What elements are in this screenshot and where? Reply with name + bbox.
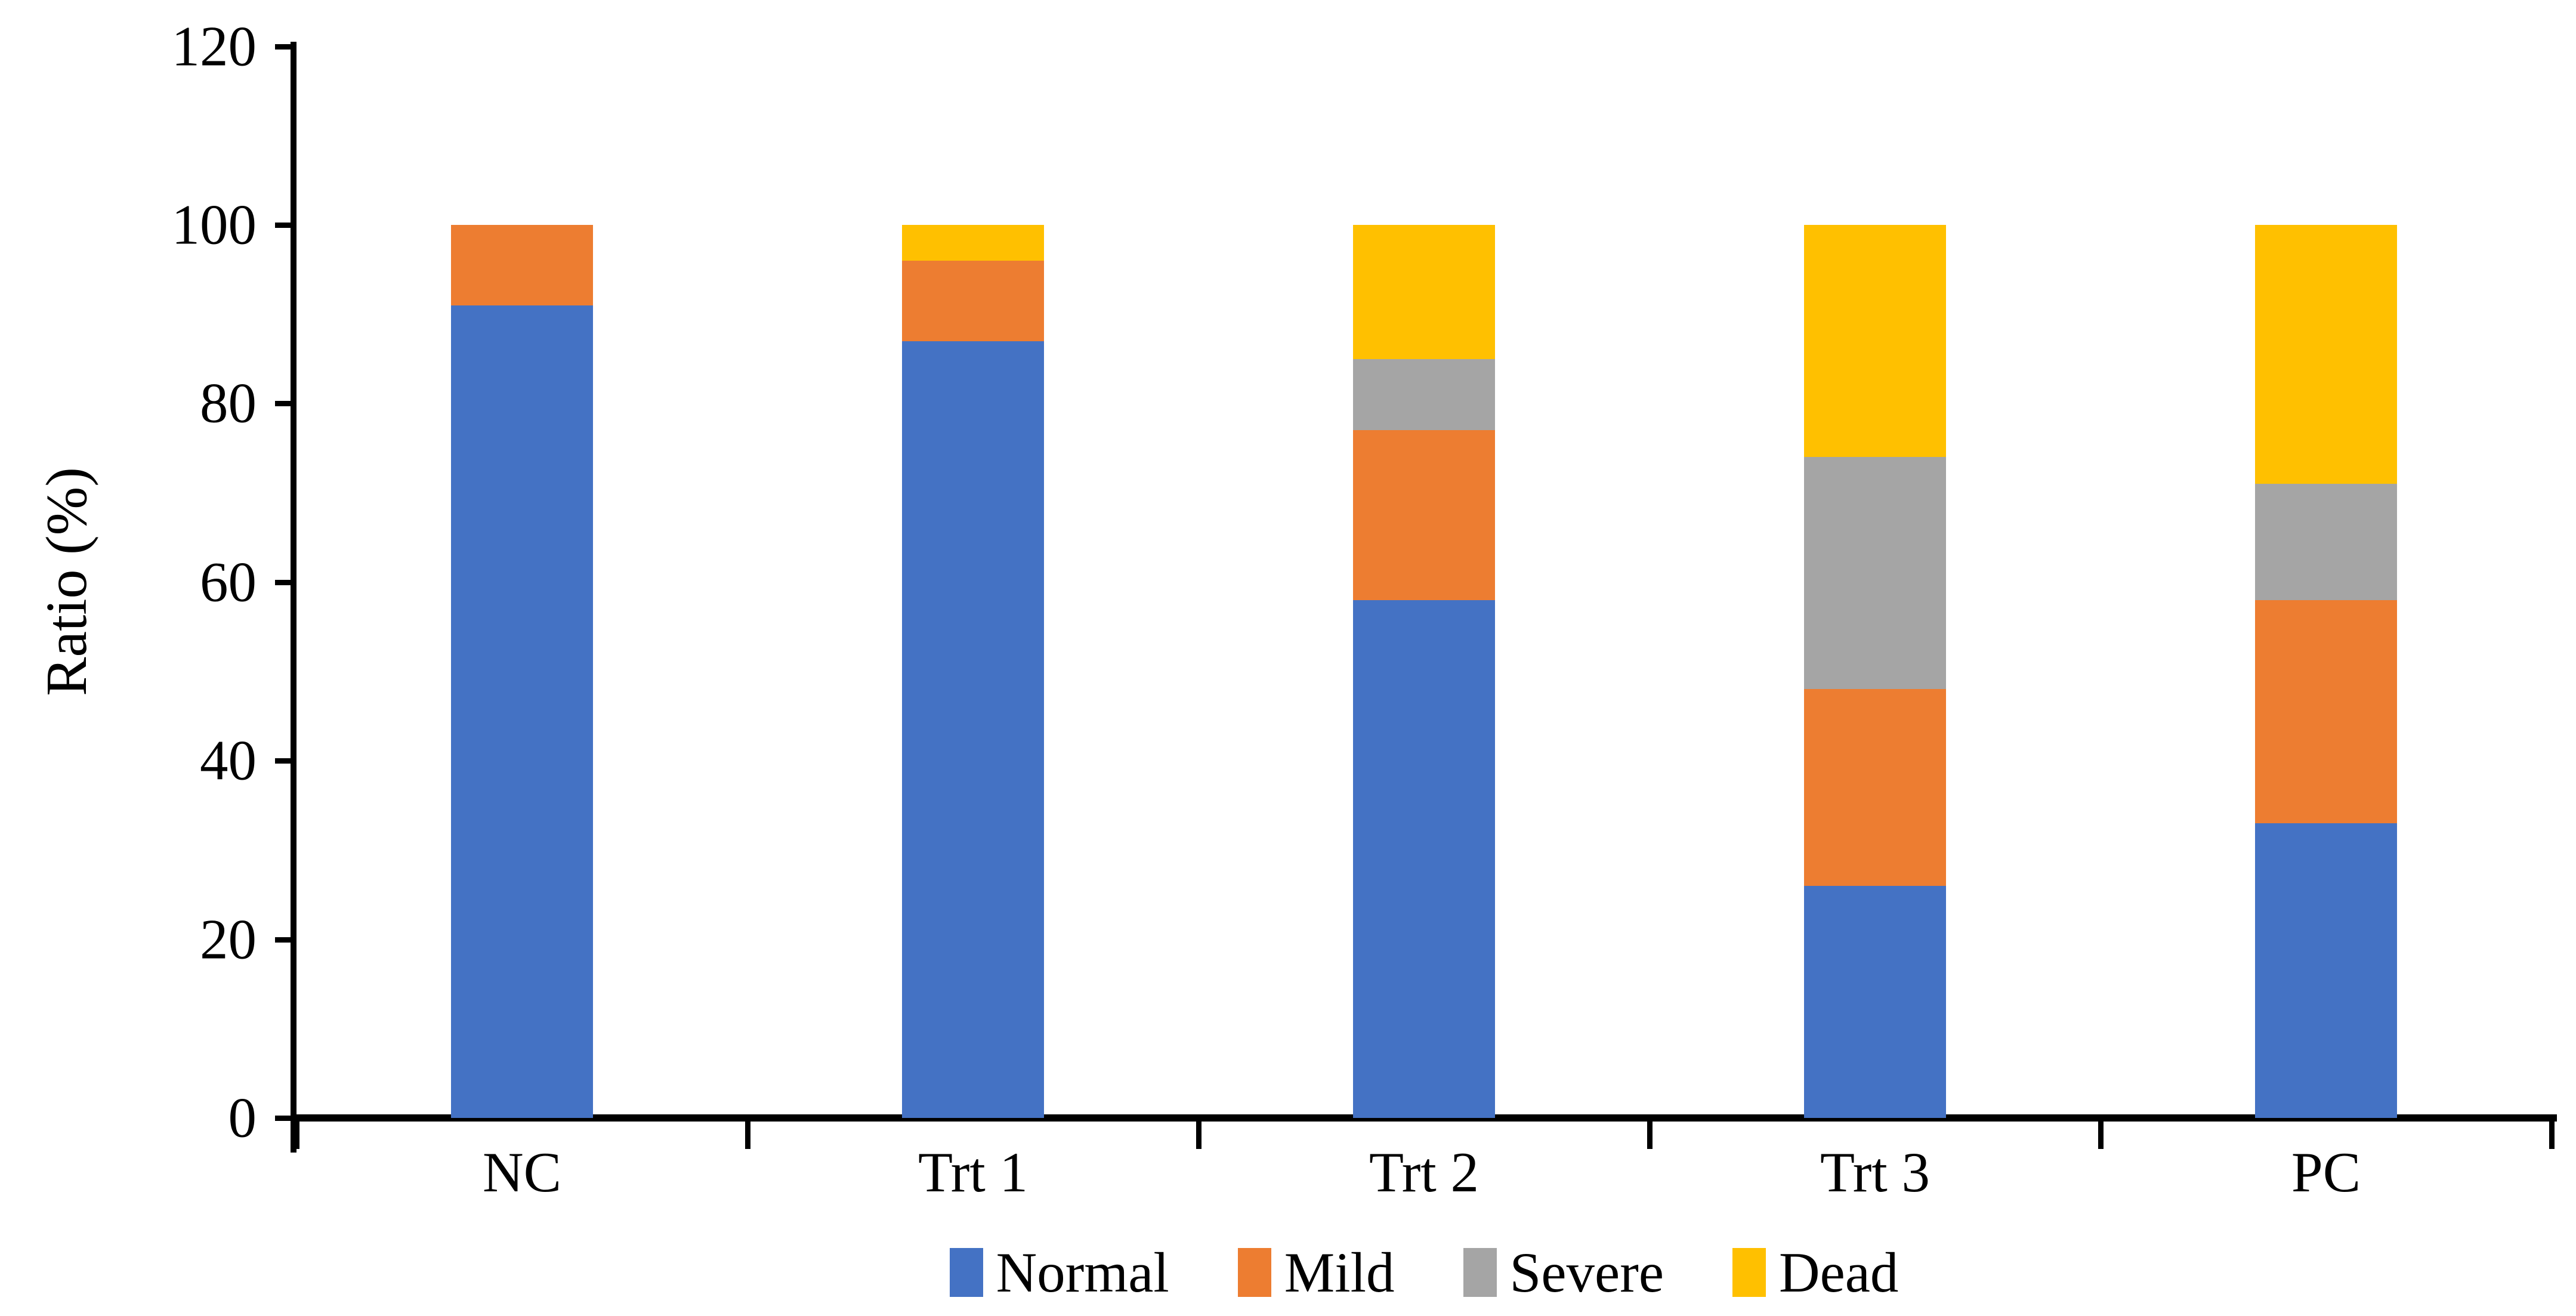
x-tick-4 [2098, 1118, 2104, 1149]
legend-label-normal: Normal [996, 1241, 1169, 1304]
bar-segment-trt-1-dead [902, 225, 1044, 261]
bar-segment-trt-2-normal [1353, 600, 1495, 1118]
bar-segment-trt-2-severe [1353, 359, 1495, 431]
legend-label-severe: Severe [1509, 1241, 1664, 1304]
bar-segment-pc-mild [2255, 600, 2397, 823]
legend-item-dead: Dead [1732, 1240, 1898, 1305]
x-axis-line [291, 1114, 2557, 1122]
bar-nc [451, 0, 593, 1118]
bar-segment-nc-normal [451, 305, 593, 1118]
y-tick-120 [275, 44, 291, 50]
legend-item-normal: Normal [949, 1240, 1169, 1305]
legend-marker-mild [1237, 1248, 1271, 1297]
bar-pc [2255, 0, 2397, 1118]
x-tick-3 [1647, 1118, 1653, 1149]
y-tick-label-80: 80 [200, 371, 257, 435]
y-tick-40 [275, 758, 291, 764]
y-tick-label-60: 60 [200, 550, 257, 614]
y-tick-100 [275, 223, 291, 228]
bar-segment-trt-1-mild [902, 260, 1044, 341]
y-tick-80 [275, 401, 291, 407]
y-tick-label-40: 40 [200, 728, 257, 792]
x-category-label-trt-2: Trt 2 [1369, 1141, 1479, 1204]
legend-label-mild: Mild [1284, 1241, 1395, 1304]
bar-segment-pc-normal [2255, 823, 2397, 1118]
y-tick-60 [275, 579, 291, 585]
legend-item-severe: Severe [1463, 1240, 1664, 1305]
x-tick-2 [1196, 1118, 1201, 1149]
x-tick-1 [745, 1118, 750, 1149]
x-tick-5 [2549, 1118, 2555, 1149]
bar-segment-trt-3-dead [1804, 225, 1946, 458]
bar-segment-pc-severe [2255, 484, 2397, 600]
y-tick-label-20: 20 [200, 907, 257, 971]
y-tick-label-120: 120 [171, 14, 257, 78]
legend: Normal Mild Severe Dead [296, 1240, 2552, 1305]
bar-trt-2 [1353, 0, 1495, 1118]
y-axis-line [291, 42, 296, 1153]
bar-segment-trt-1-normal [902, 341, 1044, 1118]
bar-segment-trt-3-normal [1804, 885, 1946, 1118]
x-category-label-pc: PC [2291, 1141, 2361, 1204]
x-category-label-trt-1: Trt 1 [918, 1141, 1028, 1204]
x-category-label-trt-3: Trt 3 [1820, 1141, 1930, 1204]
y-tick-label-0: 0 [228, 1086, 257, 1150]
bar-trt-1 [902, 0, 1044, 1118]
legend-label-dead: Dead [1779, 1241, 1899, 1304]
bar-segment-pc-dead [2255, 225, 2397, 484]
y-tick-0 [275, 1116, 291, 1121]
x-category-label-nc: NC [483, 1141, 561, 1204]
x-tick-0 [294, 1118, 299, 1149]
legend-marker-severe [1463, 1248, 1497, 1297]
y-tick-label-100: 100 [171, 193, 257, 257]
bar-segment-trt-2-mild [1353, 430, 1495, 600]
legend-marker-normal [949, 1248, 983, 1297]
legend-marker-dead [1732, 1248, 1766, 1297]
legend-item-mild: Mild [1237, 1240, 1395, 1305]
bar-segment-trt-3-severe [1804, 457, 1946, 690]
bar-segment-trt-3-mild [1804, 689, 1946, 886]
bar-segment-nc-mild [451, 225, 593, 305]
bar-trt-3 [1804, 0, 1946, 1118]
bar-segment-trt-2-dead [1353, 225, 1495, 359]
y-tick-20 [275, 937, 291, 943]
